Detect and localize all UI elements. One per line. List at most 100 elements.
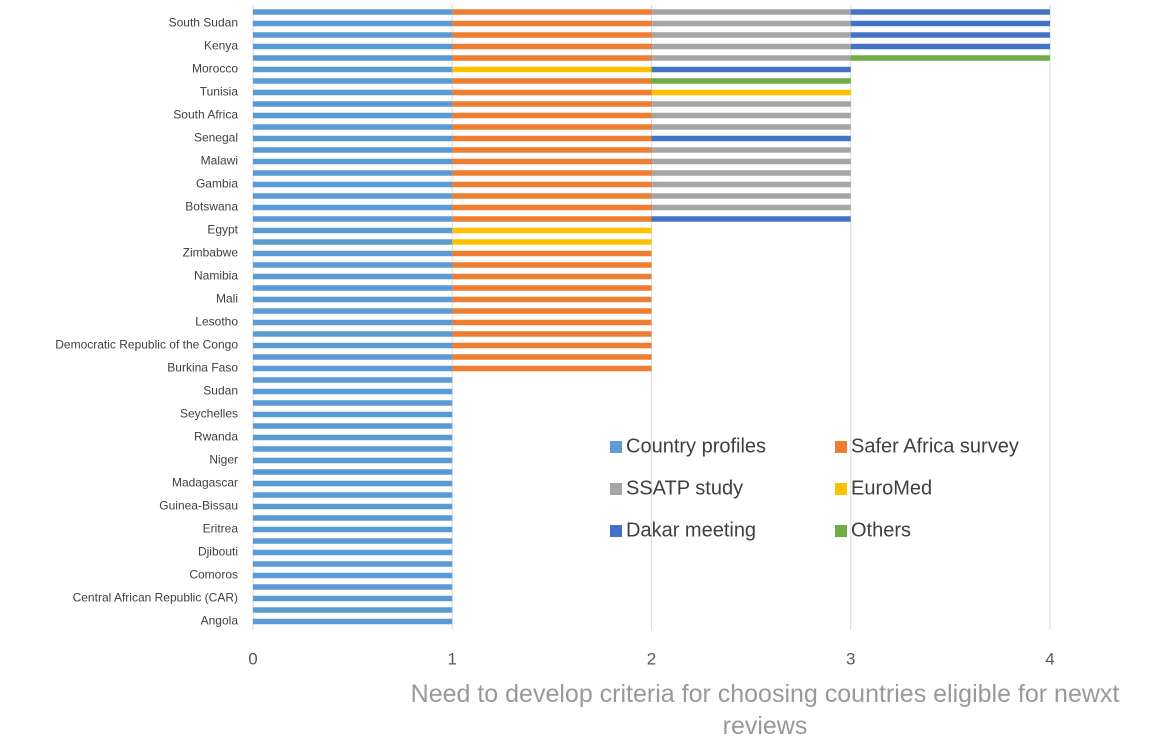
bar-segment <box>253 43 453 50</box>
bar-segment <box>253 538 453 544</box>
bar-segment <box>452 365 652 372</box>
bar-segment <box>253 526 453 533</box>
legend-label: Others <box>851 519 911 541</box>
x-tick-label: 2 <box>647 649 656 668</box>
bar-segment <box>850 32 1050 38</box>
bar-segment <box>253 101 453 107</box>
y-tick-label: Egypt <box>207 223 238 237</box>
bar-segment <box>651 204 851 211</box>
y-tick-label: Guinea-Bissau <box>159 499 238 513</box>
bar-segment <box>253 618 453 625</box>
y-tick-label: Malawi <box>201 154 238 168</box>
y-tick-label: Sudan <box>203 384 238 398</box>
bar-segment <box>253 354 453 360</box>
y-tick-label: Rwanda <box>194 430 238 444</box>
y-tick-label: Botswana <box>185 200 238 214</box>
bar-segment <box>253 262 453 268</box>
bar-segment <box>253 411 453 418</box>
bar-segment <box>452 250 652 257</box>
bar-segment <box>452 32 652 38</box>
bar-segment <box>253 32 453 38</box>
bar-segment <box>452 43 652 50</box>
bar-segment <box>253 216 453 222</box>
y-tick-label: South Sudan <box>169 16 238 30</box>
y-tick-label: Angola <box>201 614 239 628</box>
bar-segment <box>253 273 453 280</box>
bar-segment <box>253 480 453 487</box>
y-tick-label: Seychelles <box>180 407 238 421</box>
bar-segment <box>651 112 851 119</box>
y-tick-label: Burkina Faso <box>167 361 238 375</box>
bar-segment <box>253 388 453 395</box>
bar-segment <box>452 227 652 234</box>
bar-segment <box>253 365 453 372</box>
bar-segment <box>452 296 652 303</box>
bar-segment <box>253 549 453 556</box>
bar-segment <box>253 227 453 234</box>
bar-segment <box>253 503 453 510</box>
bar-segment <box>253 124 453 130</box>
bar-segment <box>253 135 453 142</box>
bar-segment <box>253 457 453 464</box>
bar-segment <box>253 112 453 119</box>
bar-segment <box>452 262 652 268</box>
bar-segment <box>850 9 1050 15</box>
bar-segment <box>253 561 453 567</box>
bar-segment <box>452 181 652 188</box>
x-tick-label: 4 <box>1045 649 1054 668</box>
bar-segment <box>651 135 851 142</box>
bar-segment <box>253 423 453 429</box>
y-tick-label: Djibouti <box>198 545 238 559</box>
bar-segment <box>452 170 652 176</box>
bar-segment <box>651 124 851 130</box>
bar-segment <box>452 239 652 245</box>
bar-segment <box>253 285 453 291</box>
bar-segment <box>850 43 1050 50</box>
y-tick-label: Mali <box>216 292 238 306</box>
legend-swatch <box>610 441 622 453</box>
y-tick-label: Comoros <box>189 568 238 582</box>
bar-segment <box>850 55 1050 61</box>
legend-label: Country profiles <box>626 435 766 457</box>
bar-segment <box>651 66 851 73</box>
y-tick-label: Senegal <box>194 131 238 145</box>
legend-swatch <box>610 483 622 495</box>
y-tick-label: Lesotho <box>195 315 238 329</box>
bar-segment <box>651 9 851 15</box>
bar-segment <box>651 32 851 38</box>
bar-segment <box>452 124 652 130</box>
bar-segment <box>452 147 652 153</box>
y-tick-label: Zimbabwe <box>183 246 239 260</box>
bar-segment <box>253 515 453 521</box>
x-tick-label: 1 <box>448 649 457 668</box>
bar-segment <box>452 20 652 27</box>
bar-segment <box>651 216 851 222</box>
y-tick-label: Central African Republic (CAR) <box>73 591 238 605</box>
bar-segment <box>452 331 652 337</box>
bar-segment <box>253 239 453 245</box>
bar-segment <box>253 78 453 84</box>
bar-segment <box>452 285 652 291</box>
bar-segment <box>651 20 851 27</box>
legend-label: Safer Africa survey <box>851 435 1019 457</box>
bar-segment <box>253 181 453 188</box>
bar-segment <box>253 446 453 452</box>
bar-segment <box>253 204 453 211</box>
bar-segment <box>253 595 453 602</box>
bar-segment <box>253 66 453 73</box>
bar-segment <box>253 469 453 475</box>
bar-segment <box>452 308 652 314</box>
y-tick-label: Namibia <box>194 269 238 283</box>
y-tick-label: Kenya <box>204 39 238 53</box>
bar-segment <box>651 43 851 50</box>
bar-segment <box>452 9 652 15</box>
bar-segment <box>452 158 652 165</box>
x-tick-label: 3 <box>846 649 855 668</box>
bar-segment <box>452 78 652 84</box>
legend-swatch <box>610 525 622 537</box>
bar-segment <box>253 342 453 349</box>
y-tick-label: Tunisia <box>200 85 239 99</box>
bar-segment <box>253 607 453 613</box>
bar-segment <box>253 20 453 27</box>
